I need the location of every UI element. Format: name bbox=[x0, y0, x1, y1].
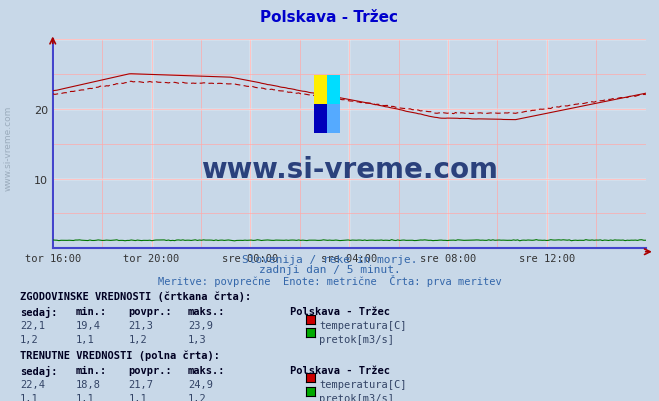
Text: ZGODOVINSKE VREDNOSTI (črtkana črta):: ZGODOVINSKE VREDNOSTI (črtkana črta): bbox=[20, 291, 251, 301]
Text: temperatura[C]: temperatura[C] bbox=[319, 320, 407, 330]
Text: 21,3: 21,3 bbox=[129, 320, 154, 330]
Text: povpr.:: povpr.: bbox=[129, 306, 172, 316]
Text: sedaj:: sedaj: bbox=[20, 365, 57, 376]
Text: maks.:: maks.: bbox=[188, 365, 225, 375]
Text: min.:: min.: bbox=[76, 365, 107, 375]
Text: Slovenija / reke in morje.: Slovenija / reke in morje. bbox=[242, 255, 417, 265]
Text: 1,1: 1,1 bbox=[76, 334, 94, 344]
Text: Polskava - Tržec: Polskava - Tržec bbox=[290, 306, 390, 316]
Text: 22,4: 22,4 bbox=[20, 379, 45, 389]
Text: TRENUTNE VREDNOSTI (polna črta):: TRENUTNE VREDNOSTI (polna črta): bbox=[20, 349, 219, 360]
Text: 1,1: 1,1 bbox=[20, 393, 38, 401]
Text: 21,7: 21,7 bbox=[129, 379, 154, 389]
Text: min.:: min.: bbox=[76, 306, 107, 316]
Text: 23,9: 23,9 bbox=[188, 320, 213, 330]
Text: Polskava - Tržec: Polskava - Tržec bbox=[290, 365, 390, 375]
Text: 18,8: 18,8 bbox=[76, 379, 101, 389]
Text: 22,1: 22,1 bbox=[20, 320, 45, 330]
Text: 1,2: 1,2 bbox=[20, 334, 38, 344]
Text: 1,3: 1,3 bbox=[188, 334, 206, 344]
Text: 19,4: 19,4 bbox=[76, 320, 101, 330]
Text: povpr.:: povpr.: bbox=[129, 365, 172, 375]
Text: www.si-vreme.com: www.si-vreme.com bbox=[4, 106, 13, 191]
Text: maks.:: maks.: bbox=[188, 306, 225, 316]
Text: zadnji dan / 5 minut.: zadnji dan / 5 minut. bbox=[258, 265, 401, 275]
Text: 1,2: 1,2 bbox=[129, 334, 147, 344]
Text: sedaj:: sedaj: bbox=[20, 306, 57, 317]
Text: pretok[m3/s]: pretok[m3/s] bbox=[319, 334, 394, 344]
Text: www.si-vreme.com: www.si-vreme.com bbox=[201, 156, 498, 183]
Text: Meritve: povprečne  Enote: metrične  Črta: prva meritev: Meritve: povprečne Enote: metrične Črta:… bbox=[158, 275, 501, 287]
Text: pretok[m3/s]: pretok[m3/s] bbox=[319, 393, 394, 401]
Text: 24,9: 24,9 bbox=[188, 379, 213, 389]
Text: 1,1: 1,1 bbox=[129, 393, 147, 401]
Text: 1,2: 1,2 bbox=[188, 393, 206, 401]
Text: Polskava - Tržec: Polskava - Tržec bbox=[260, 10, 399, 25]
Text: 1,1: 1,1 bbox=[76, 393, 94, 401]
Text: temperatura[C]: temperatura[C] bbox=[319, 379, 407, 389]
